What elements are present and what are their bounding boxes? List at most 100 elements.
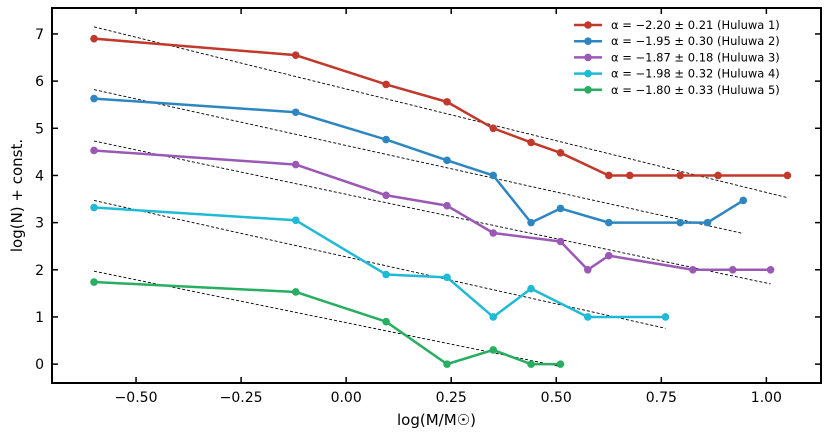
- legend-item-2: α = −1.95 ± 0.30 (Huluwa 2): [574, 34, 780, 48]
- data-point: [90, 94, 98, 103]
- data-point: [556, 237, 565, 246]
- data-point: [527, 360, 535, 368]
- series-1: [90, 34, 792, 180]
- y-axis-label: log(N) + const.: [8, 139, 26, 252]
- x-tick-label: 0.25: [436, 390, 467, 406]
- data-point: [291, 108, 300, 117]
- data-point: [382, 270, 390, 279]
- data-point: [583, 313, 592, 321]
- legend-item-1: α = −2.20 ± 0.21 (Huluwa 1): [574, 18, 780, 32]
- data-point: [783, 171, 792, 180]
- data-point: [689, 265, 697, 274]
- legend-swatch-marker: [584, 86, 592, 94]
- legend-swatch-marker: [584, 69, 592, 78]
- data-point: [527, 284, 535, 293]
- data-point: [443, 273, 451, 282]
- series-line-1: [93, 37, 788, 177]
- data-point: [604, 218, 613, 227]
- legend-label: α = −1.80 ± 0.33 (Huluwa 5): [611, 83, 780, 97]
- axes: −0.50 −0.25 0.00 0.25 0.50 0.75 1.00 0 1 2 3 4 5 6 7: [35, 7, 822, 406]
- data-point: [443, 360, 451, 368]
- y-tick-label: 1: [35, 310, 44, 326]
- legend-label: α = −1.98 ± 0.32 (Huluwa 4): [611, 67, 780, 81]
- data-point: [556, 204, 565, 213]
- legend-label: α = −1.87 ± 0.18 (Huluwa 3): [611, 50, 780, 64]
- data-point: [489, 229, 498, 237]
- data-point: [583, 265, 592, 274]
- y-tick-label: 2: [35, 263, 44, 279]
- data-point: [489, 171, 498, 180]
- data-point: [291, 51, 300, 59]
- legend-item-3: α = −1.87 ± 0.18 (Huluwa 3): [574, 50, 780, 64]
- series-5: [90, 278, 565, 368]
- data-point: [739, 196, 748, 205]
- data-point: [443, 156, 451, 165]
- x-axis-label: log(M/M☉): [397, 411, 476, 429]
- series-2: [90, 94, 748, 227]
- data-point: [714, 171, 722, 180]
- series-4: [90, 203, 670, 321]
- fit-line-5: [93, 270, 561, 367]
- x-tick-label: −0.50: [115, 390, 158, 406]
- data-point: [291, 288, 300, 296]
- data-point: [489, 124, 498, 133]
- x-tick-label: 0.00: [331, 390, 362, 406]
- y-tick-label: 6: [35, 74, 44, 90]
- data-point: [489, 346, 498, 354]
- x-tick-label: 1.00: [751, 390, 782, 406]
- fit-lines: [93, 26, 788, 367]
- fit-line-2: [93, 89, 744, 234]
- data-point: [291, 160, 300, 169]
- plot-frame: [51, 7, 822, 384]
- legend-swatch-marker: [584, 37, 592, 45]
- x-tick-label: 0.75: [646, 390, 677, 406]
- data-point: [604, 171, 613, 180]
- data-point: [604, 251, 613, 260]
- series-3: [90, 146, 775, 274]
- y-tick-label: 4: [35, 168, 44, 184]
- legend-item-5: α = −1.80 ± 0.33 (Huluwa 5): [574, 83, 780, 97]
- data-point: [527, 138, 535, 147]
- series-layer: [90, 34, 792, 368]
- data-point: [527, 218, 535, 227]
- data-point: [90, 203, 98, 212]
- fit-line-1: [93, 26, 788, 199]
- data-point: [676, 171, 685, 180]
- data-point: [382, 135, 390, 144]
- data-point: [382, 80, 390, 89]
- data-point: [676, 218, 685, 227]
- fit-line-3: [93, 140, 771, 285]
- y-tick-label: 7: [35, 27, 44, 43]
- x-tick-label: −0.25: [220, 390, 263, 406]
- legend-label: α = −1.95 ± 0.30 (Huluwa 2): [611, 34, 780, 48]
- y-tick-label: 5: [35, 121, 44, 137]
- data-point: [489, 313, 498, 321]
- y-tick-label: 3: [35, 216, 44, 232]
- legend-item-4: α = −1.98 ± 0.32 (Huluwa 4): [574, 67, 780, 81]
- legend-label: α = −2.20 ± 0.21 (Huluwa 1): [611, 18, 780, 32]
- fit-line-4: [93, 200, 666, 329]
- data-point: [661, 313, 670, 321]
- data-point: [703, 218, 712, 227]
- data-point: [443, 201, 451, 210]
- data-point: [382, 191, 390, 200]
- data-point: [90, 278, 98, 286]
- x-tick-label: 0.50: [541, 390, 572, 406]
- data-point: [728, 265, 737, 274]
- legend-swatch-marker: [584, 53, 592, 62]
- legend: α = −2.20 ± 0.21 (Huluwa 1) α = −1.95 ± 0…: [574, 18, 780, 97]
- data-point: [556, 149, 565, 157]
- data-point: [90, 34, 98, 43]
- data-point: [443, 98, 451, 106]
- legend-swatch-marker: [584, 21, 592, 29]
- y-tick-label: 0: [35, 357, 44, 373]
- data-point: [766, 265, 775, 274]
- data-point: [291, 216, 300, 225]
- data-point: [90, 146, 98, 155]
- series-line-4: [93, 206, 666, 319]
- series-line-2: [93, 97, 744, 224]
- data-point: [382, 317, 390, 326]
- data-point: [556, 360, 565, 368]
- data-point: [626, 171, 634, 180]
